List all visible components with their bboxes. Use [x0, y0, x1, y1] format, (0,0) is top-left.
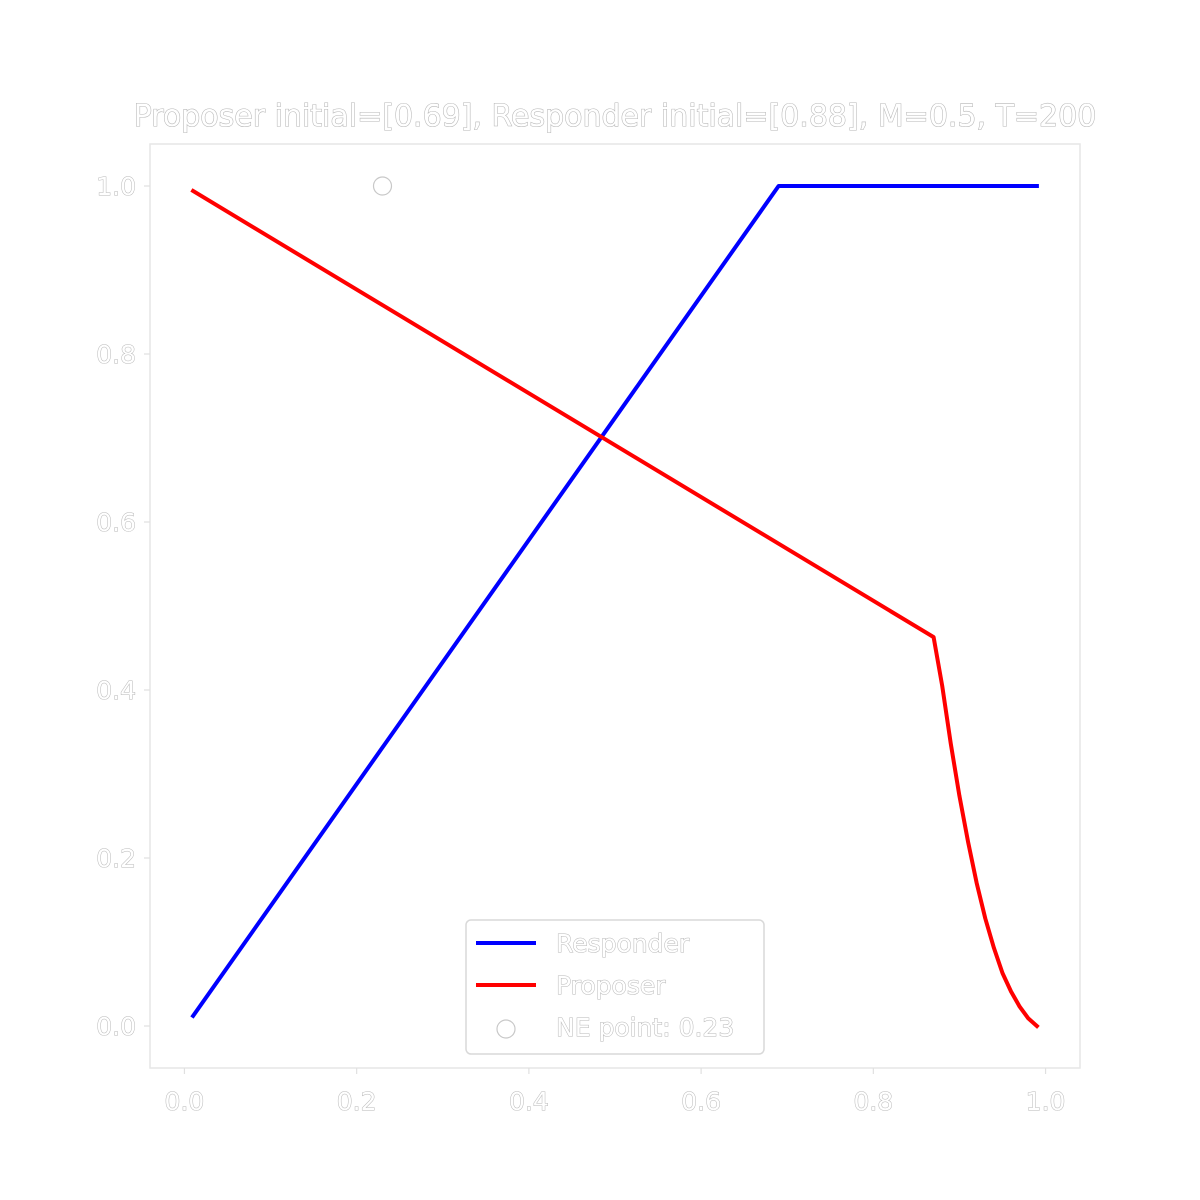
- y-tick-label: 0.2: [96, 844, 136, 873]
- y-tick-label: 0.4: [96, 676, 136, 705]
- y-tick-label: 0.0: [96, 1012, 136, 1041]
- legend-box: [465, 919, 765, 1055]
- plot-area-frame: [149, 143, 1081, 1069]
- x-tick-label: 0.4: [509, 1087, 549, 1116]
- x-tick-label: 1.0: [1026, 1087, 1066, 1116]
- legend-responder-label: Responder: [556, 929, 690, 958]
- legend-ne-point-label: NE point: 0.23: [556, 1013, 734, 1042]
- x-tick-label: 0.2: [337, 1087, 377, 1116]
- y-tick-label: 0.6: [96, 508, 136, 537]
- x-tick-label: 0.8: [853, 1087, 893, 1116]
- y-tick-label: 1.0: [96, 172, 136, 201]
- y-tick-label: 0.8: [96, 340, 136, 369]
- ne-point-marker: [372, 176, 393, 196]
- legend-ne-point-marker: [496, 1019, 516, 1039]
- legend: Responder Proposer NE point: 0.23: [465, 919, 765, 1055]
- legend-proposer-label: Proposer: [556, 971, 666, 1000]
- points-layer: [372, 176, 393, 196]
- axes: 0.0 0.2 0.4 0.6 0.8 1.0 0.0 0.2 0.4 0.6 0.8 1.0: [96, 172, 1066, 1117]
- series-line-proposer: [190, 188, 1040, 1029]
- chart-title: Proposer initial=[0.69], Responder initi…: [134, 99, 1097, 134]
- series-line-responder: [190, 184, 1039, 1019]
- series-layer: [190, 184, 1040, 1029]
- x-tick-label: 0.6: [681, 1087, 721, 1116]
- x-tick-label: 0.0: [165, 1087, 205, 1116]
